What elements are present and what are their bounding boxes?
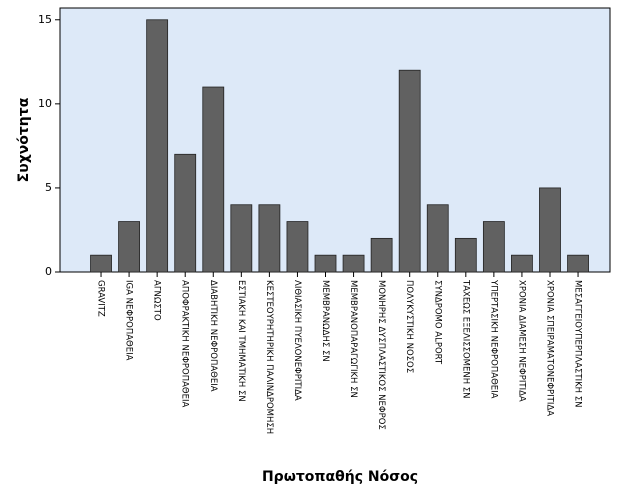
bar [286,221,309,273]
bar [426,204,449,273]
x-tick-label: ΑΠΟΦΡΑΚΤΙΚΗ ΝΕΦΡΟΠΑΘΕΙΑ [180,280,190,407]
x-tick-label: IGA ΝΕΦΡΟΠΑΘΕΙΑ [124,280,134,361]
bar [118,221,140,273]
bar [539,187,561,273]
plot-area [59,7,611,273]
x-tick-label: ΜΕΜΒΡΑΝΩΔΗΣ ΣΝ [320,280,330,362]
x-tick-label: ΥΠΕΡΤΑΣΙΚΗ ΝΕΦΡΟΠΑΘΕΙΑ [488,279,498,399]
x-tick-label: ΣΥΝΔΡΟΜΟ ALPORT [432,280,442,365]
x-tick-label: ΑΓΝΩΣΤΟ [152,280,162,321]
bar [482,221,505,273]
bar [258,204,281,273]
x-tick-label: ΧΡΟΝΙΑ ΔΙΑΜΕΣΗ ΝΕΦΡΙΤΙΔΑ [516,280,526,402]
x-tick-label: ΜΕΜΒΡΑΝΟΠΑΡΑΓΩΓΙΚΗ ΣΝ [348,280,358,398]
x-tick-label: ΕΣΤΙΑΚΗ ΚΑΙ ΤΜΗΜΑΤΙΚΗ ΣΝ [236,280,246,402]
bar [314,254,337,273]
bar [511,254,533,273]
bar [202,86,225,273]
x-tick-label: ΔΙΑΒΗΤΙΚΗ ΝΕΦΡΟΠΑΘΕΙΑ [208,280,218,392]
x-tick-label: ΧΡΟΝΙΑ ΣΠΕΙΡΑΜΑΤΟΝΕΦΡΙΤΙΔΑ [544,280,554,416]
x-tick-label: ΠΟΛΥΚΥΣΤΙΚΗ ΝΟΣΟΣ [404,280,414,373]
bar [146,19,169,273]
bar [342,254,365,273]
y-tick-label: 0 [45,265,52,278]
bar [174,153,197,273]
bar [90,254,112,273]
y-axis-title: Συχνότητα [16,97,32,182]
x-tick-label: ΜΕΣΑΓΓΕΙΟΥΠΕΡΠΛΑΣΤΙΚΗ ΣΝ [573,280,583,408]
y-tick-label: 15 [38,13,52,26]
bar [230,204,253,273]
bar [454,237,477,273]
x-tick-label: GRAVITZ [96,280,106,317]
y-tick-label: 5 [45,181,52,194]
x-tick-label: ΤΑΧΕΩΣ ΕΞΕΛΙΣΣΟΜΕΝΗ ΣΝ [460,279,470,399]
x-tick-label: ΚΕΣΤΕΟΥΡΗΤΗΡΙΚΗ ΠΑΛΙΝΔΡΟΜΗΣΗ [264,280,274,434]
x-tick-label: ΜΟΝΗΡΗΣ ΔΥΣΠΛΑΣΤΙΚΟΣ ΝΕΦΡΟΣ [376,280,386,430]
bar [398,69,421,273]
bar [370,237,393,273]
y-tick-label: 10 [38,97,52,110]
x-axis-title: Πρωτοπαθής Νόσος [262,469,418,485]
x-tick-label: ΛΙΘΙΑΣΙΚΗ ΠΥΕΛΟΝΕΦΡΙΤΙΔΑ [292,280,302,401]
bar [567,254,589,273]
